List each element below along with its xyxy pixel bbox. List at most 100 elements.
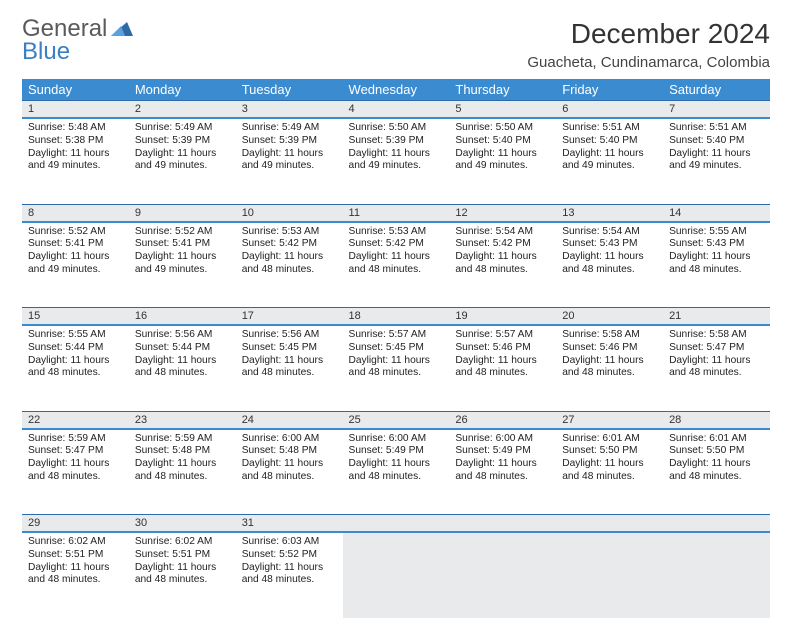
daylight-line: Daylight: 11 hours and 48 minutes.	[28, 355, 123, 381]
day-number-row: 15161718192021	[22, 308, 770, 326]
sunrise-line: Sunrise: 5:52 AM	[135, 226, 230, 239]
sunset-line: Sunset: 5:51 PM	[135, 549, 230, 562]
day-cell-body: Sunrise: 6:01 AMSunset: 5:50 PMDaylight:…	[663, 430, 770, 490]
sunset-line: Sunset: 5:43 PM	[669, 238, 764, 251]
day-number-cell: 31	[236, 515, 343, 533]
sunrise-line: Sunrise: 5:50 AM	[455, 122, 550, 135]
day-number-cell: 19	[449, 308, 556, 326]
day-number-cell: 26	[449, 411, 556, 429]
sunrise-line: Sunrise: 5:59 AM	[28, 433, 123, 446]
day-number-cell	[663, 515, 770, 533]
day-number-cell: 22	[22, 411, 129, 429]
day-number-cell: 16	[129, 308, 236, 326]
sunrise-line: Sunrise: 5:58 AM	[669, 329, 764, 342]
daylight-line: Daylight: 11 hours and 48 minutes.	[669, 251, 764, 277]
day-number-cell: 13	[556, 204, 663, 222]
daylight-line: Daylight: 11 hours and 48 minutes.	[455, 458, 550, 484]
calendar-day-cell: Sunrise: 5:51 AMSunset: 5:40 PMDaylight:…	[556, 118, 663, 204]
sunset-line: Sunset: 5:41 PM	[28, 238, 123, 251]
sunrise-line: Sunrise: 5:57 AM	[455, 329, 550, 342]
day-number-cell: 7	[663, 101, 770, 119]
daylight-line: Daylight: 11 hours and 48 minutes.	[242, 355, 337, 381]
dow-sunday: Sunday	[22, 79, 129, 101]
day-number-cell: 5	[449, 101, 556, 119]
day-cell-body: Sunrise: 5:58 AMSunset: 5:47 PMDaylight:…	[663, 326, 770, 386]
day-cell-body: Sunrise: 5:58 AMSunset: 5:46 PMDaylight:…	[556, 326, 663, 386]
daylight-line: Daylight: 11 hours and 48 minutes.	[562, 355, 657, 381]
brand-text: General Blue	[22, 18, 133, 64]
calendar-day-cell: Sunrise: 6:00 AMSunset: 5:48 PMDaylight:…	[236, 429, 343, 515]
calendar-day-cell: Sunrise: 5:58 AMSunset: 5:47 PMDaylight:…	[663, 325, 770, 411]
sunset-line: Sunset: 5:48 PM	[135, 445, 230, 458]
day-number-cell: 21	[663, 308, 770, 326]
day-number-cell: 15	[22, 308, 129, 326]
day-cell-body: Sunrise: 6:00 AMSunset: 5:49 PMDaylight:…	[449, 430, 556, 490]
dow-monday: Monday	[129, 79, 236, 101]
day-number-cell: 29	[22, 515, 129, 533]
sunset-line: Sunset: 5:39 PM	[349, 135, 444, 148]
calendar-empty-cell	[343, 532, 450, 618]
title-block: December 2024 Guacheta, Cundinamarca, Co…	[527, 18, 770, 71]
day-cell-body: Sunrise: 5:49 AMSunset: 5:39 PMDaylight:…	[236, 119, 343, 179]
daylight-line: Daylight: 11 hours and 48 minutes.	[135, 562, 230, 588]
day-number-cell: 12	[449, 204, 556, 222]
calendar-day-cell: Sunrise: 5:57 AMSunset: 5:46 PMDaylight:…	[449, 325, 556, 411]
day-number-row: 22232425262728	[22, 411, 770, 429]
day-cell-body: Sunrise: 6:01 AMSunset: 5:50 PMDaylight:…	[556, 430, 663, 490]
sunset-line: Sunset: 5:47 PM	[28, 445, 123, 458]
sunset-line: Sunset: 5:45 PM	[242, 342, 337, 355]
sunrise-line: Sunrise: 6:01 AM	[669, 433, 764, 446]
day-number-row: 891011121314	[22, 204, 770, 222]
sunset-line: Sunset: 5:40 PM	[562, 135, 657, 148]
day-cell-body: Sunrise: 5:57 AMSunset: 5:46 PMDaylight:…	[449, 326, 556, 386]
sunset-line: Sunset: 5:44 PM	[135, 342, 230, 355]
calendar-empty-cell	[663, 532, 770, 618]
day-number-cell: 3	[236, 101, 343, 119]
calendar-week-row: Sunrise: 5:52 AMSunset: 5:41 PMDaylight:…	[22, 222, 770, 308]
calendar-day-cell: Sunrise: 5:50 AMSunset: 5:40 PMDaylight:…	[449, 118, 556, 204]
sunset-line: Sunset: 5:52 PM	[242, 549, 337, 562]
dow-wednesday: Wednesday	[343, 79, 450, 101]
daylight-line: Daylight: 11 hours and 49 minutes.	[135, 148, 230, 174]
day-number-cell: 10	[236, 204, 343, 222]
dow-tuesday: Tuesday	[236, 79, 343, 101]
calendar-day-cell: Sunrise: 5:58 AMSunset: 5:46 PMDaylight:…	[556, 325, 663, 411]
day-cell-body: Sunrise: 5:54 AMSunset: 5:42 PMDaylight:…	[449, 223, 556, 283]
calendar-day-cell: Sunrise: 6:01 AMSunset: 5:50 PMDaylight:…	[556, 429, 663, 515]
calendar-day-cell: Sunrise: 6:03 AMSunset: 5:52 PMDaylight:…	[236, 532, 343, 618]
sunrise-line: Sunrise: 5:54 AM	[455, 226, 550, 239]
daylight-line: Daylight: 11 hours and 48 minutes.	[455, 355, 550, 381]
sunrise-line: Sunrise: 5:53 AM	[349, 226, 444, 239]
sunrise-line: Sunrise: 5:49 AM	[242, 122, 337, 135]
daylight-line: Daylight: 11 hours and 48 minutes.	[242, 458, 337, 484]
sunrise-line: Sunrise: 5:59 AM	[135, 433, 230, 446]
sunrise-line: Sunrise: 5:49 AM	[135, 122, 230, 135]
day-cell-body: Sunrise: 5:52 AMSunset: 5:41 PMDaylight:…	[22, 223, 129, 283]
sunset-line: Sunset: 5:39 PM	[242, 135, 337, 148]
sunrise-line: Sunrise: 5:48 AM	[28, 122, 123, 135]
calendar-day-cell: Sunrise: 6:02 AMSunset: 5:51 PMDaylight:…	[129, 532, 236, 618]
sunrise-line: Sunrise: 5:50 AM	[349, 122, 444, 135]
sunrise-line: Sunrise: 5:51 AM	[562, 122, 657, 135]
day-number-cell: 18	[343, 308, 450, 326]
day-cell-body: Sunrise: 5:49 AMSunset: 5:39 PMDaylight:…	[129, 119, 236, 179]
daylight-line: Daylight: 11 hours and 48 minutes.	[349, 355, 444, 381]
calendar-week-row: Sunrise: 5:48 AMSunset: 5:38 PMDaylight:…	[22, 118, 770, 204]
sunset-line: Sunset: 5:49 PM	[455, 445, 550, 458]
calendar-day-cell: Sunrise: 5:54 AMSunset: 5:42 PMDaylight:…	[449, 222, 556, 308]
month-title: December 2024	[527, 18, 770, 50]
calendar-empty-cell	[556, 532, 663, 618]
brand-word-blue: Blue	[22, 41, 133, 64]
calendar-week-row: Sunrise: 6:02 AMSunset: 5:51 PMDaylight:…	[22, 532, 770, 618]
sunset-line: Sunset: 5:42 PM	[455, 238, 550, 251]
sunset-line: Sunset: 5:50 PM	[669, 445, 764, 458]
calendar-day-cell: Sunrise: 5:53 AMSunset: 5:42 PMDaylight:…	[343, 222, 450, 308]
sunset-line: Sunset: 5:48 PM	[242, 445, 337, 458]
sunrise-line: Sunrise: 5:55 AM	[669, 226, 764, 239]
day-number-cell: 30	[129, 515, 236, 533]
sunrise-line: Sunrise: 5:53 AM	[242, 226, 337, 239]
sunset-line: Sunset: 5:41 PM	[135, 238, 230, 251]
sunset-line: Sunset: 5:42 PM	[242, 238, 337, 251]
calendar-body: 1234567Sunrise: 5:48 AMSunset: 5:38 PMDa…	[22, 101, 770, 619]
daylight-line: Daylight: 11 hours and 48 minutes.	[349, 458, 444, 484]
